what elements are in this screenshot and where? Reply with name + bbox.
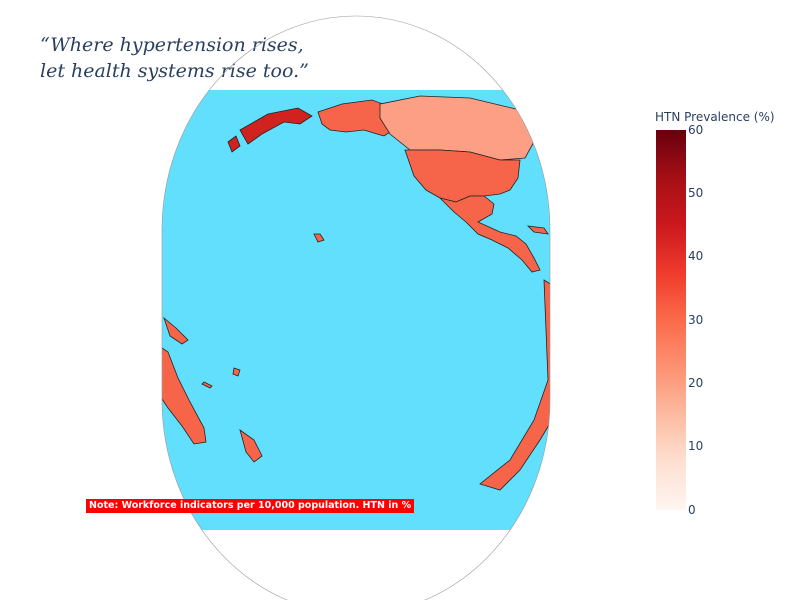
hawaii-region	[313, 233, 325, 243]
colorbar-title: HTN Prevalence (%)	[655, 110, 775, 124]
alaska-region	[317, 99, 391, 137]
chart-title-line-1: “Where hypertension rises,	[40, 34, 304, 56]
chart-title: “Where hypertension rises, let health sy…	[40, 32, 309, 84]
colorbar-tick: 0	[688, 503, 696, 517]
colorbar-tick: 30	[688, 313, 704, 327]
new-caledonia-region	[201, 381, 213, 389]
cuba-region	[526, 225, 549, 235]
colorbar	[656, 130, 686, 510]
south-america-region	[479, 279, 550, 491]
colorbar-tick: 60	[688, 123, 704, 137]
russia-region	[239, 107, 313, 145]
mexico-region	[438, 195, 541, 273]
kamchatka-region	[227, 135, 241, 153]
colorbar-tick: 20	[688, 376, 704, 390]
workforce-note: Note: Workforce indicators per 10,000 po…	[86, 499, 415, 513]
colorbar-tick: 50	[688, 186, 704, 200]
papua-region	[163, 316, 189, 345]
australia-region	[162, 339, 207, 445]
chart-title-line-2: let health systems rise too.”	[40, 60, 309, 82]
new-zealand-region	[239, 429, 263, 463]
globe	[162, 90, 550, 530]
colorbar-tick: 40	[688, 249, 704, 263]
globe-outline	[161, 15, 551, 600]
colorbar-tick: 10	[688, 439, 704, 453]
fiji-region	[232, 367, 241, 377]
usa-region	[404, 149, 521, 203]
